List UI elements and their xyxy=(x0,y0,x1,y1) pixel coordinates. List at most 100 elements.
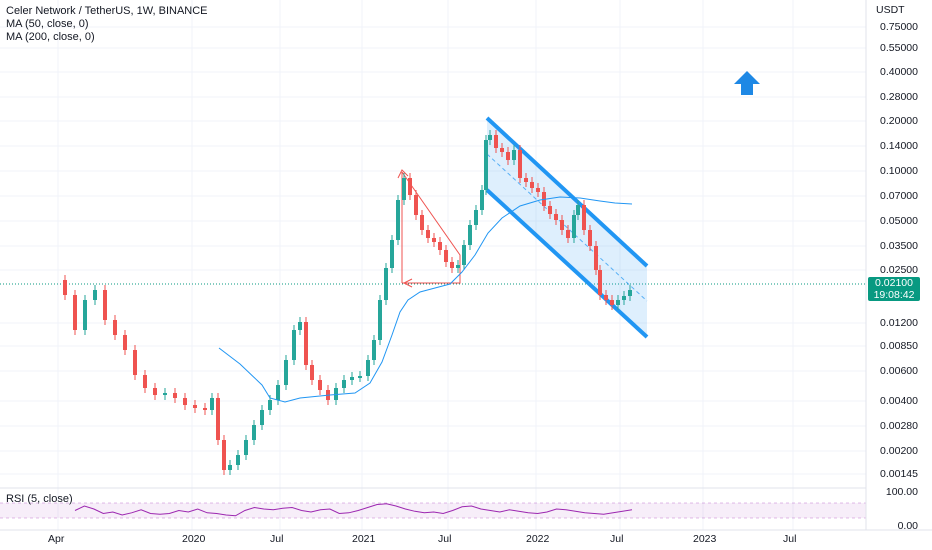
candle-body xyxy=(228,465,232,470)
candle-body xyxy=(530,182,534,188)
candle-body xyxy=(252,425,256,440)
candle-body xyxy=(216,398,220,440)
rsi-axis-upper: 100.00 xyxy=(885,486,918,498)
candle-body xyxy=(468,225,472,245)
candle-body xyxy=(304,322,308,365)
candle-body xyxy=(366,360,370,376)
candle-body xyxy=(63,280,67,295)
candle-body xyxy=(310,365,314,380)
candle-body xyxy=(500,148,504,152)
candle-body xyxy=(518,150,522,178)
candle-body xyxy=(133,350,137,375)
price-axis-label: 0.02500 xyxy=(880,264,918,276)
channel-top-line xyxy=(485,116,649,268)
candle-body xyxy=(222,440,226,470)
candle-body xyxy=(554,214,558,220)
candle-body xyxy=(420,215,424,230)
price-axis-label: 0.00400 xyxy=(880,395,918,407)
time-axis-label: 2021 xyxy=(352,533,376,545)
triangle-top-arrow xyxy=(397,169,409,179)
time-axis-label: Jul xyxy=(783,533,797,545)
rsi-legend: RSI (5, close) xyxy=(6,493,73,505)
candle-body xyxy=(414,195,418,215)
candle-body xyxy=(163,393,167,395)
bar-countdown: 19:08:42 xyxy=(873,289,915,301)
price-axis-label: 0.40000 xyxy=(880,66,918,78)
candle-body xyxy=(402,178,406,200)
candle-body xyxy=(484,140,488,190)
candle-body xyxy=(576,205,580,215)
candle-body xyxy=(103,290,107,320)
chart-grid xyxy=(0,0,866,530)
candle-body xyxy=(426,230,430,238)
price-axis-label: 0.00200 xyxy=(880,445,918,457)
candle-body xyxy=(210,398,214,410)
current-price-tag: 0.02100 19:08:42 xyxy=(868,277,920,301)
candle-body xyxy=(342,380,346,388)
symbol-title: Celer Network / TetherUS, 1W, BINANCE xyxy=(6,5,208,17)
price-axis-label: 0.00600 xyxy=(880,365,918,377)
price-axis-label: 0.10000 xyxy=(880,165,918,177)
candle-body xyxy=(372,340,376,360)
candle-body xyxy=(183,398,187,405)
candle-body xyxy=(334,388,338,400)
candle-body xyxy=(83,300,87,330)
candle-body xyxy=(93,290,97,300)
candle-body xyxy=(566,230,570,238)
candle-body xyxy=(588,230,592,246)
candle-body xyxy=(494,135,498,148)
price-axis-label: 0.55000 xyxy=(880,42,918,54)
time-axis-label: 2020 xyxy=(182,533,206,545)
candle-body xyxy=(73,295,77,330)
time-axis-label: Jul xyxy=(610,533,624,545)
candle-body xyxy=(113,320,117,335)
candle-body xyxy=(384,268,388,300)
candle-body xyxy=(390,240,394,268)
candle-body xyxy=(474,210,478,225)
price-axis-label: 0.00145 xyxy=(880,468,918,480)
candle-body xyxy=(358,376,362,378)
candle-body xyxy=(444,250,448,262)
candle-body xyxy=(236,455,240,465)
candle-body xyxy=(548,206,552,214)
price-axis-label: 0.05000 xyxy=(880,215,918,227)
candle-body xyxy=(260,410,264,425)
candle-body xyxy=(456,265,460,268)
candle-body xyxy=(284,360,288,385)
candle-body xyxy=(506,152,510,160)
price-axis-label: 0.00280 xyxy=(880,420,918,432)
candle-body xyxy=(153,388,157,395)
price-axis-label: 0.28000 xyxy=(880,91,918,103)
candle-body xyxy=(438,242,442,250)
candle-body xyxy=(610,300,614,305)
time-axis-label: 2023 xyxy=(693,533,717,545)
candle-body xyxy=(193,405,197,408)
price-axis-label: 0.03500 xyxy=(880,240,918,252)
candle-body xyxy=(408,178,412,195)
price-axis-unit: USDT xyxy=(876,4,905,16)
candle-body xyxy=(582,205,586,230)
candle-body xyxy=(628,290,632,296)
candle-body xyxy=(276,385,280,400)
candle-body xyxy=(350,377,354,380)
ma200-legend: MA (200, close, 0) xyxy=(6,31,95,43)
candle-body xyxy=(512,150,516,160)
price-axis-label: 0.01200 xyxy=(880,317,918,329)
candle-body xyxy=(480,190,484,210)
candle-body xyxy=(572,215,576,238)
candle-body xyxy=(616,300,620,305)
candle-body xyxy=(298,322,302,330)
candle-body xyxy=(173,393,177,398)
price-axis-label: 0.07000 xyxy=(880,190,918,202)
candle-body xyxy=(123,335,127,350)
candle-body xyxy=(598,270,602,295)
triangle-annotation xyxy=(401,171,461,284)
price-axis-label: 0.00850 xyxy=(880,340,918,352)
candle-body xyxy=(396,200,400,240)
channel-mid-line xyxy=(486,153,648,302)
price-axis-label: 0.14000 xyxy=(880,140,918,152)
ma50-legend: MA (50, close, 0) xyxy=(6,18,89,30)
candle-body xyxy=(292,330,296,360)
channel-bottom-line xyxy=(485,188,649,339)
